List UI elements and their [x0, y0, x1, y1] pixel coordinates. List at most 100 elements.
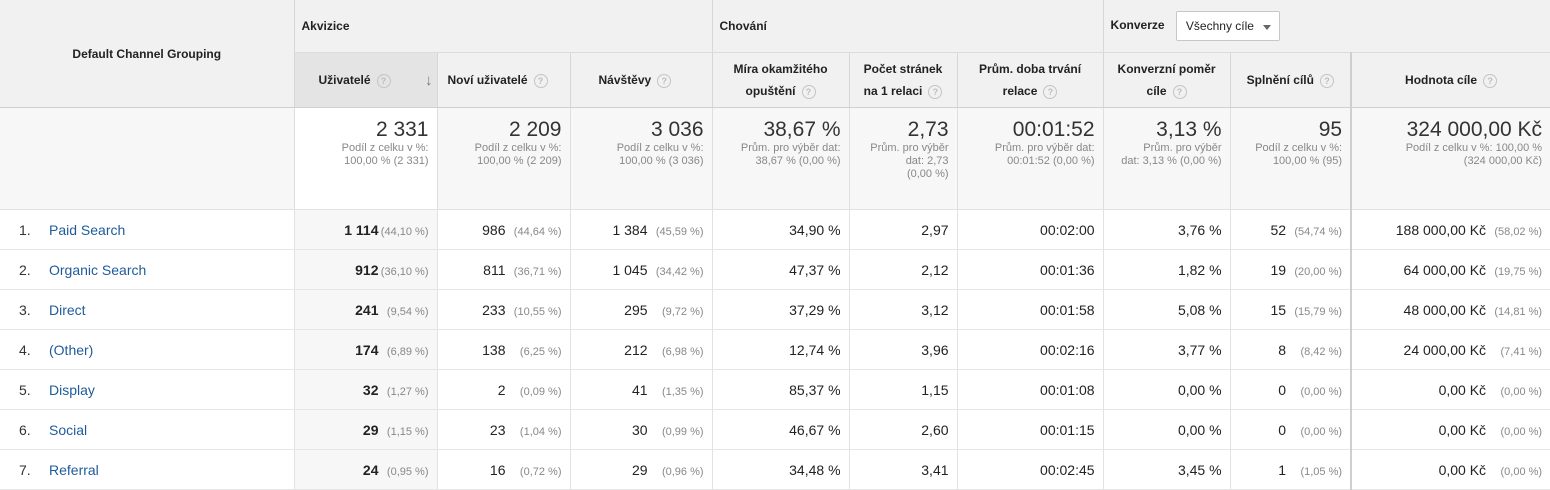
- sort-arrow-icon[interactable]: ↓: [425, 72, 433, 89]
- sessions-value: 212: [624, 341, 648, 358]
- total-value: 2,73: [907, 118, 949, 141]
- total-sub: 100,00 % (2 331): [344, 155, 429, 167]
- row-dimension-cell: 4. (Other): [0, 329, 294, 370]
- bounce-rate-value: 47,37 %: [789, 261, 841, 278]
- channel-link[interactable]: Display: [49, 381, 95, 398]
- column-bounce-rate[interactable]: Míra okamžitého opuštění?: [711, 52, 850, 108]
- help-icon[interactable]: ?: [1483, 73, 1498, 88]
- pages-per-session-cell: 3,96: [848, 329, 958, 370]
- total-value: 3,13 %: [1156, 118, 1222, 141]
- totals-cell: 2,73 Prům. pro výběr dat: 2,73 (0,00 %): [848, 107, 958, 210]
- column-goal-value[interactable]: Hodnota cíle?: [1350, 52, 1550, 108]
- goal-value-cell: 48 000,00 Kč (14,81 %): [1350, 289, 1550, 330]
- group-behavior-label: Chování: [719, 19, 767, 33]
- column-goal-completions[interactable]: Splnění cílů?: [1229, 52, 1352, 108]
- dropdown-arrow-icon: [1262, 25, 1271, 30]
- duration-cell: 00:01:58: [956, 289, 1104, 330]
- duration-value: 00:01:36: [1040, 261, 1095, 278]
- new-users-cell: 138 (6,25 %): [436, 329, 570, 370]
- sessions-pct: (1,35 %): [661, 385, 704, 398]
- goal-value-cell: 24 000,00 Kč (7,41 %): [1350, 329, 1550, 370]
- channel-link[interactable]: Referral: [49, 461, 99, 478]
- help-icon[interactable]: ?: [928, 84, 943, 99]
- users-value: 1 114: [344, 221, 379, 238]
- goal-value-pct: (14,81 %): [1494, 305, 1543, 318]
- total-sub: Podíl z celku v %:: [341, 142, 429, 154]
- goal-value-value: 0,00 Kč: [1438, 381, 1487, 398]
- row-dimension-cell: 5. Display: [0, 369, 294, 410]
- channel-link[interactable]: Paid Search: [49, 221, 126, 238]
- help-icon[interactable]: ?: [657, 73, 672, 88]
- conv-rate-value: 3,76 %: [1177, 221, 1222, 238]
- help-icon[interactable]: ?: [1319, 73, 1334, 88]
- conv-rate-cell: 5,08 %: [1102, 289, 1231, 330]
- channel-link[interactable]: Direct: [49, 301, 86, 318]
- column-new-users[interactable]: Noví uživatelé?: [436, 52, 570, 108]
- conv-rate-value: 0,00 %: [1177, 381, 1222, 398]
- conv-rate-cell: 0,00 %: [1102, 369, 1231, 410]
- total-sub: Prům. pro výběr dat:: [740, 142, 841, 154]
- goals-value: 0: [1278, 381, 1287, 398]
- help-icon[interactable]: ?: [1043, 84, 1058, 99]
- help-icon[interactable]: ?: [801, 84, 816, 99]
- goals-pct: (54,74 %): [1294, 225, 1343, 238]
- total-sub: (324 000,00 Kč): [1463, 155, 1543, 167]
- column-goal-conversion-rate[interactable]: Konverzní poměr cíle?: [1102, 52, 1231, 108]
- duration-value: 00:01:58: [1040, 301, 1095, 318]
- sessions-cell: 41 (1,35 %): [569, 369, 713, 410]
- row-index: 3.: [19, 301, 31, 318]
- duration-cell: 00:02:00: [956, 209, 1104, 250]
- sessions-pct: (0,96 %): [661, 465, 704, 478]
- pages-per-session-value: 3,96: [921, 341, 949, 358]
- sessions-value: 41: [631, 381, 648, 398]
- goal-select[interactable]: Všechny cíle: [1175, 11, 1280, 41]
- total-sub: 100,00 % (95): [1272, 155, 1343, 167]
- pages-per-session-cell: 2,97: [848, 209, 958, 250]
- duration-cell: 00:01:15: [956, 409, 1104, 450]
- new-users-value: 2: [497, 381, 506, 398]
- row-index: 6.: [19, 421, 31, 438]
- group-behavior: Chování: [711, 0, 1104, 53]
- users-cell: 174 (6,89 %): [293, 329, 437, 370]
- channel-link[interactable]: Organic Search: [49, 261, 147, 278]
- users-cell: 912 (36,10 %): [293, 249, 437, 290]
- goals-value: 19: [1270, 261, 1287, 278]
- conv-rate-cell: 3,45 %: [1102, 449, 1231, 490]
- column-users[interactable]: Uživatelé? ↓: [293, 52, 437, 108]
- channel-link[interactable]: Social: [49, 421, 88, 438]
- pages-per-session-cell: 1,15: [848, 369, 958, 410]
- new-users-pct: (36,71 %): [513, 265, 562, 278]
- duration-value: 00:01:15: [1040, 421, 1095, 438]
- sessions-value: 29: [631, 461, 648, 478]
- column-sessions[interactable]: Návštěvy?: [569, 52, 713, 108]
- sessions-pct: (34,42 %): [655, 265, 704, 278]
- bounce-rate-cell: 34,48 %: [711, 449, 850, 490]
- column-avg-session-duration[interactable]: Prům. doba trvání relace?: [956, 52, 1104, 108]
- column-label-line2: opuštění: [745, 84, 796, 98]
- pages-per-session-cell: 3,12: [848, 289, 958, 330]
- goals-pct: (8,42 %): [1300, 345, 1343, 358]
- goal-value-cell: 0,00 Kč (0,00 %): [1350, 369, 1550, 410]
- pages-per-session-cell: 2,60: [848, 409, 958, 450]
- new-users-value: 986: [482, 221, 506, 238]
- table-row: 1. Paid Search 1 114 (44,10 %) 986 (44,64 %) 1…: [0, 209, 1550, 250]
- goal-value-value: 188 000,00 Kč: [1395, 221, 1487, 238]
- channel-link[interactable]: (Other): [49, 341, 94, 358]
- bounce-rate-cell: 46,67 %: [711, 409, 850, 450]
- help-icon[interactable]: ?: [533, 73, 548, 88]
- conv-rate-cell: 1,82 %: [1102, 249, 1231, 290]
- new-users-pct: (10,55 %): [513, 305, 562, 318]
- sessions-pct: (45,59 %): [655, 225, 704, 238]
- new-users-cell: 16 (0,72 %): [436, 449, 570, 490]
- row-dimension-cell: 6. Social: [0, 409, 294, 450]
- new-users-pct: (0,72 %): [519, 465, 562, 478]
- column-pages-per-session[interactable]: Počet stránek na 1 relaci?: [848, 52, 958, 108]
- help-icon[interactable]: ?: [1172, 84, 1187, 99]
- total-sub: 00:01:52 (0,00 %): [1007, 155, 1095, 167]
- goals-pct: (15,79 %): [1294, 305, 1343, 318]
- dimension-header[interactable]: Default Channel Grouping: [0, 0, 294, 108]
- help-icon[interactable]: ?: [376, 73, 391, 88]
- conv-rate-value: 1,82 %: [1177, 261, 1222, 278]
- total-sub: Podíl z celku v %: 100,00 %: [1405, 142, 1543, 154]
- sessions-pct: (6,98 %): [661, 345, 704, 358]
